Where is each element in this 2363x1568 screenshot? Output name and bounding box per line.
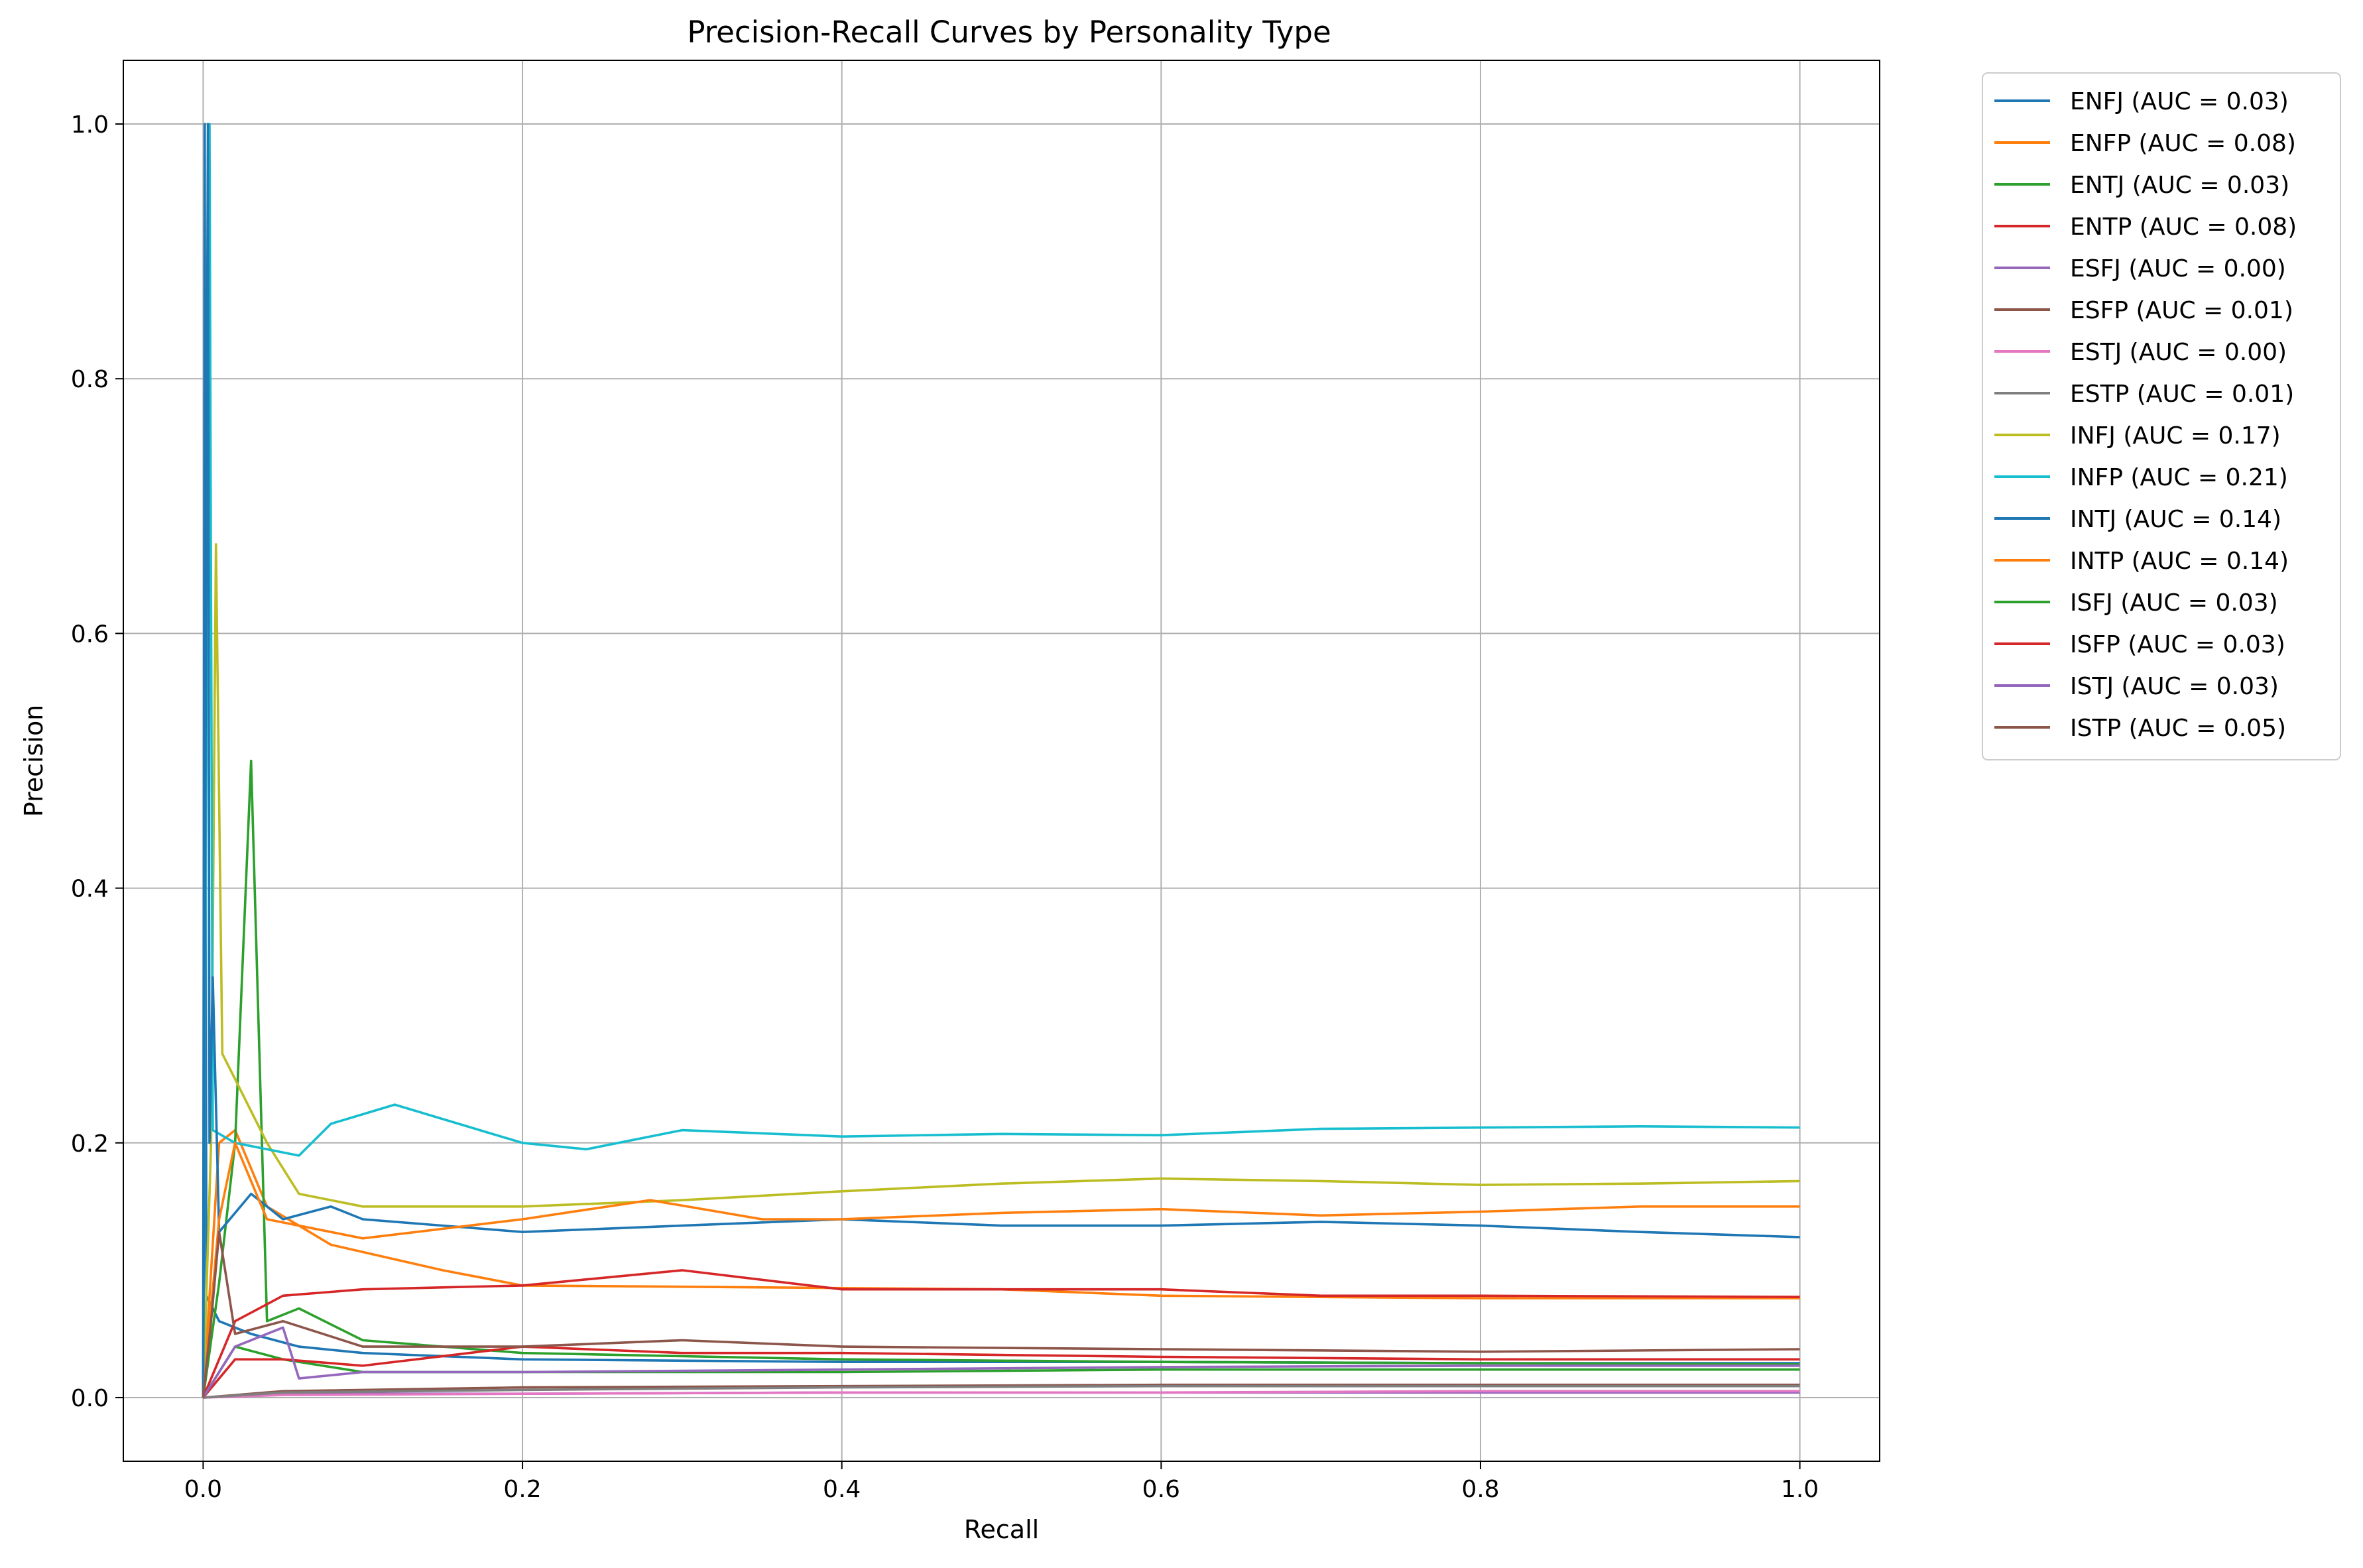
- y-tick-label: 0.0: [71, 1385, 109, 1412]
- legend-entry-label: INTJ (AUC = 0.14): [2070, 506, 2281, 533]
- legend-entry-label: ESFP (AUC = 0.01): [2070, 297, 2293, 324]
- x-tick-label: 0.0: [184, 1476, 222, 1503]
- legend-entry-label: ENTJ (AUC = 0.03): [2070, 172, 2289, 199]
- legend-entry-label: ISTJ (AUC = 0.03): [2070, 673, 2279, 700]
- series-line-9: [202, 543, 1800, 1398]
- series-line-7: [203, 1390, 1800, 1399]
- y-tick-label: 0.6: [71, 621, 109, 648]
- legend-entry-label: ISFJ (AUC = 0.03): [2070, 589, 2278, 617]
- legend-box: [1982, 72, 2341, 760]
- legend-entry-label: ESTP (AUC = 0.01): [2070, 381, 2294, 408]
- y-tick-label: 0.4: [71, 876, 109, 903]
- plot-frame: [123, 60, 1880, 1462]
- legend-entry-label: ESFJ (AUC = 0.00): [2070, 255, 2286, 282]
- series-line-8: [203, 1384, 1800, 1399]
- y-axis-label: Precision: [19, 705, 48, 817]
- legend-entry-label: ISFP (AUC = 0.03): [2070, 631, 2285, 658]
- chart-title: Precision-Recall Curves by Personality T…: [687, 15, 1331, 50]
- legend-entry-label: ENTP (AUC = 0.08): [2070, 213, 2297, 241]
- x-tick-label: 0.4: [823, 1476, 861, 1503]
- series-line-3: [202, 759, 1800, 1398]
- legend: ENFJ (AUC = 0.03) ENFP (AUC = 0.08) ENTJ (…: [1982, 72, 2341, 760]
- series-line-16: [202, 1231, 1800, 1398]
- x-tick-label: 0.6: [1142, 1476, 1180, 1503]
- series-line-12: [202, 1142, 1800, 1398]
- x-tick-label: 1.0: [1781, 1476, 1819, 1503]
- series-line-14: [202, 1345, 1800, 1399]
- legend-entry-label: INFP (AUC = 0.21): [2070, 464, 2288, 491]
- legend-entry-label: ENFP (AUC = 0.08): [2070, 130, 2296, 157]
- legend-entry-label: ENFJ (AUC = 0.03): [2070, 88, 2289, 115]
- x-tick-label: 0.8: [1461, 1476, 1499, 1503]
- x-axis-label: Recall: [964, 1515, 1039, 1544]
- grid-lines: [123, 60, 1880, 1461]
- axis-ticks: 0.0 0.2 0.4 0.6 0.8 1.0 0.0 0.2 0.4 0.6 0.8 1.0: [71, 111, 1819, 1503]
- y-tick-label: 1.0: [71, 111, 109, 139]
- x-tick-label: 0.2: [503, 1476, 541, 1503]
- legend-entry-label: ISTP (AUC = 0.05): [2070, 715, 2286, 742]
- y-tick-label: 0.2: [71, 1130, 109, 1158]
- series-line-15: [202, 1326, 1800, 1398]
- series-line-6: [203, 1383, 1800, 1399]
- series-line-2: [202, 1128, 1800, 1398]
- legend-entry-label: INFJ (AUC = 0.17): [2070, 422, 2281, 450]
- series-line-10: [202, 123, 1800, 1398]
- y-tick-label: 0.8: [71, 366, 109, 393]
- series-line-11: [202, 123, 1800, 1398]
- legend-entry-label: INTP (AUC = 0.14): [2070, 548, 2289, 575]
- legend-entry-label: ESTJ (AUC = 0.00): [2070, 339, 2287, 366]
- series-line-4: [202, 1269, 1800, 1398]
- plot-area: [202, 123, 1800, 1399]
